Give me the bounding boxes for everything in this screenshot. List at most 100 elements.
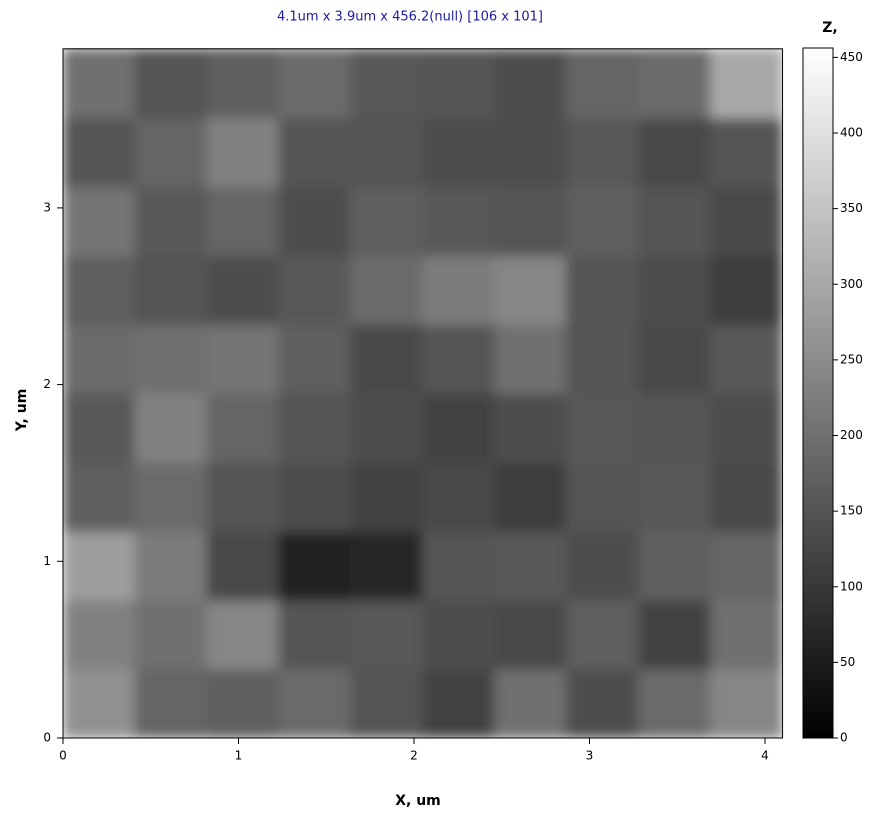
heatmap-cell xyxy=(638,392,712,463)
heatmap-cell xyxy=(134,461,208,532)
heatmap-cell xyxy=(710,117,782,188)
heatmap-cell xyxy=(206,186,280,257)
heatmap-cell xyxy=(63,186,136,257)
heatmap-cell xyxy=(278,255,352,326)
y-tick-label: 0 xyxy=(43,731,51,745)
heatmap-cell xyxy=(638,324,712,394)
heatmap-cell xyxy=(494,48,568,119)
heatmap-cell xyxy=(566,668,640,738)
heatmap-cell xyxy=(350,255,424,326)
heatmap-cell xyxy=(63,392,136,463)
heatmap-cell xyxy=(710,186,782,257)
heatmap-cell xyxy=(63,668,136,738)
heatmap-cell xyxy=(63,324,136,394)
x-tick-label: 3 xyxy=(586,749,594,763)
heatmap-cell xyxy=(134,186,208,257)
heatmap-cell xyxy=(63,117,136,188)
plot-frame xyxy=(62,48,784,739)
heatmap-cell xyxy=(63,599,136,670)
heatmap-cell xyxy=(710,324,782,394)
y-tick-label: 3 xyxy=(43,200,51,214)
heatmap-cell xyxy=(278,324,352,394)
heatmap-cell xyxy=(206,599,280,670)
colorbar xyxy=(802,47,834,739)
heatmap-cell xyxy=(422,461,496,532)
heatmap-cell xyxy=(566,117,640,188)
heatmap-cell xyxy=(566,461,640,532)
heatmap-cell xyxy=(206,324,280,394)
heatmap-cell xyxy=(206,392,280,463)
heatmap-cell xyxy=(566,324,640,394)
heatmap-cell xyxy=(422,530,496,601)
heatmap-cell xyxy=(278,530,352,601)
heatmap-cell xyxy=(206,48,280,119)
heatmap-cell xyxy=(350,392,424,463)
colorbar-tick-label: 50 xyxy=(840,655,855,669)
heatmap-cell xyxy=(350,186,424,257)
heatmap-cell xyxy=(566,255,640,326)
heatmap-cell xyxy=(638,186,712,257)
heatmap-cell xyxy=(494,461,568,532)
heatmap-cell xyxy=(422,48,496,119)
heatmap-cell xyxy=(566,530,640,601)
heatmap-cell xyxy=(638,48,712,119)
colorbar-tick-label: 450 xyxy=(840,50,863,64)
heatmap-cell xyxy=(710,48,782,119)
heatmap-cell xyxy=(350,324,424,394)
heatmap-cell xyxy=(278,668,352,738)
heatmap-cell xyxy=(494,392,568,463)
heatmap-cell xyxy=(63,255,136,326)
heatmap-cell xyxy=(422,599,496,670)
heatmap-cell xyxy=(278,186,352,257)
heatmap-cell xyxy=(63,48,136,119)
y-axis-label: Y, um xyxy=(14,389,30,433)
heatmap-cell xyxy=(350,461,424,532)
heatmap-cell xyxy=(350,668,424,738)
heatmap-cell xyxy=(422,117,496,188)
heatmap-cell xyxy=(350,117,424,188)
colorbar-tick-label: 350 xyxy=(840,201,863,215)
colorbar-label: Z, xyxy=(822,20,837,36)
heatmap xyxy=(63,48,782,738)
heatmap-cell xyxy=(206,530,280,601)
heatmap-cell xyxy=(206,117,280,188)
heatmap-cell xyxy=(638,599,712,670)
heatmap-cell xyxy=(566,186,640,257)
heatmap-cell xyxy=(350,530,424,601)
heatmap-cell xyxy=(638,530,712,601)
x-tick-label: 1 xyxy=(235,749,243,763)
heatmap-cell xyxy=(710,461,782,532)
heatmap-cell xyxy=(134,599,208,670)
heatmap-cell xyxy=(278,461,352,532)
colorbar-tick-label: 400 xyxy=(840,126,863,140)
heatmap-cell xyxy=(710,530,782,601)
colorbar-tick-label: 250 xyxy=(840,352,863,366)
heatmap-cell xyxy=(350,599,424,670)
heatmap-cell xyxy=(422,255,496,326)
heatmap-cell xyxy=(638,461,712,532)
x-tick-label: 0 xyxy=(59,749,67,763)
chart-title: 4.1um x 3.9um x 456.2(null) [106 x 101] xyxy=(277,10,543,25)
heatmap-cell xyxy=(494,324,568,394)
heatmap-cell xyxy=(134,324,208,394)
heatmap-cell xyxy=(710,255,782,326)
heatmap-cell xyxy=(134,255,208,326)
x-tick-label: 2 xyxy=(410,749,418,763)
heatmap-cell xyxy=(494,186,568,257)
colorbar-tick-label: 300 xyxy=(840,277,863,291)
colorbar-tick-label: 0 xyxy=(840,731,848,745)
heatmap-cell xyxy=(638,668,712,738)
heatmap-cell xyxy=(710,599,782,670)
heatmap-cell xyxy=(494,255,568,326)
y-tick-label: 2 xyxy=(43,377,51,391)
heatmap-cell xyxy=(134,392,208,463)
colorbar-tick-label: 100 xyxy=(840,579,863,593)
colorbar-tick-label: 150 xyxy=(840,504,863,518)
x-axis-label: X, um xyxy=(395,793,441,809)
heatmap-cell xyxy=(494,668,568,738)
heatmap-cell xyxy=(710,668,782,738)
heatmap-cell xyxy=(422,668,496,738)
heatmap-cell xyxy=(710,392,782,463)
heatmap-cell xyxy=(134,668,208,738)
